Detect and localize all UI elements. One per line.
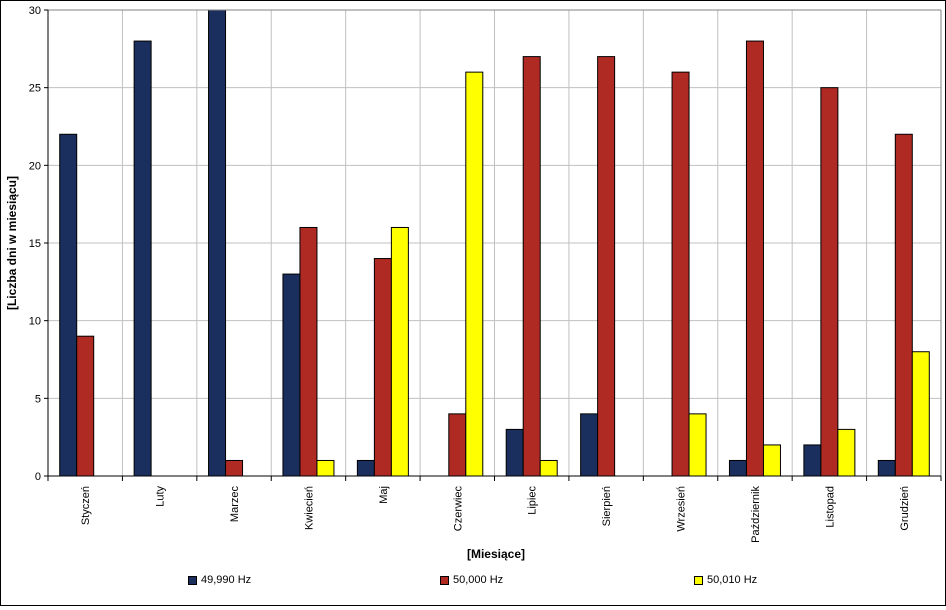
- x-tick-label: Październik: [750, 486, 762, 543]
- bar: [76, 335, 95, 477]
- bar: [820, 87, 839, 477]
- bar: [580, 413, 599, 477]
- y-tick-label: 10: [29, 316, 41, 328]
- bar: [894, 133, 913, 477]
- x-tick-label: Wrzesień: [676, 486, 688, 532]
- y-tick-label: 15: [29, 238, 41, 250]
- bar: [448, 413, 467, 477]
- bar: [373, 258, 392, 477]
- bar: [597, 56, 616, 477]
- bar: [299, 226, 318, 477]
- bar: [728, 459, 747, 477]
- y-axis-title: [Liczba dni w miesiącu]: [5, 176, 19, 310]
- y-tick-label: 0: [35, 471, 41, 483]
- x-tick-label: Grudzień: [899, 486, 911, 531]
- bar: [465, 71, 484, 477]
- labels-layer: 0 5 10 15 20 25 30 Styczeń Luty Marzec Kwiecień Maj…: [29, 5, 911, 543]
- x-tick-label: Styczeń: [80, 486, 92, 525]
- legend-swatch: [188, 575, 197, 585]
- bar: [671, 71, 690, 477]
- x-tick-label: Sierpień: [601, 486, 613, 526]
- x-tick-label: Marzec: [229, 486, 241, 523]
- bar: [390, 226, 409, 477]
- bar: [316, 459, 335, 477]
- x-tick-label: Lipiec: [527, 486, 539, 515]
- bar: [803, 444, 822, 477]
- bar: [282, 273, 301, 477]
- grid-layer: [48, 9, 941, 476]
- legend-item: 49,990 Hz: [188, 574, 251, 586]
- legend-label: 50,010 Hz: [707, 574, 758, 586]
- bar: [762, 444, 781, 477]
- bar: [208, 9, 227, 477]
- bar: [225, 459, 244, 477]
- legend-item: 50,000 Hz: [440, 574, 503, 586]
- bar: [837, 428, 856, 477]
- x-tick-label: Listopad: [824, 486, 836, 528]
- y-tick-label: 5: [35, 393, 41, 405]
- bar: [522, 56, 541, 477]
- legend-swatch: [694, 575, 703, 585]
- y-tick-label: 20: [29, 160, 41, 172]
- bar: [356, 459, 375, 477]
- bar: [539, 459, 558, 477]
- x-tick-label: Kwiecień: [303, 486, 315, 530]
- bar: [505, 428, 524, 477]
- x-axis-title: [Miesiące]: [467, 547, 525, 561]
- legend-item: 50,010 Hz: [694, 574, 757, 586]
- bar: [745, 40, 764, 477]
- legend-label: 49,990 Hz: [201, 574, 252, 586]
- y-tick-label: 25: [29, 83, 41, 95]
- axes-layer: [44, 9, 942, 481]
- bar: [133, 40, 152, 477]
- x-tick-label: Luty: [155, 486, 167, 507]
- bar: [59, 133, 78, 477]
- bar: [911, 351, 930, 477]
- legend-label: 50,000 Hz: [453, 574, 504, 586]
- x-tick-label: Maj: [378, 486, 390, 504]
- y-tick-label: 30: [29, 5, 41, 17]
- legend-swatch: [440, 575, 449, 585]
- bar: [688, 413, 707, 477]
- bar: [877, 459, 896, 477]
- x-tick-label: Czerwiec: [452, 486, 464, 532]
